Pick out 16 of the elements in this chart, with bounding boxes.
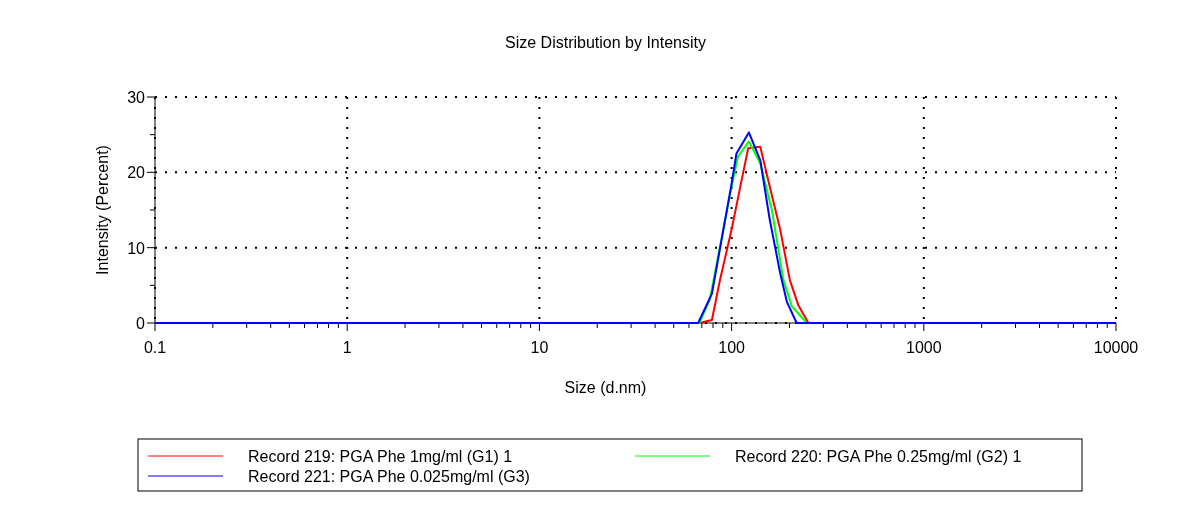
x-tick-label: 10000 [1093, 339, 1139, 356]
legend-label: Record 220: PGA Phe 0.25mg/ml (G2) 1 [735, 448, 1022, 465]
x-tick-label: 100 [718, 339, 746, 356]
x-tick-label: 1000 [906, 339, 942, 356]
legend-label: Record 219: PGA Phe 1mg/ml (G1) 1 [248, 448, 513, 465]
y-tick-label: 0 [136, 315, 146, 332]
chart-title: Size Distribution by Intensity [505, 34, 706, 51]
y-tick-label: 10 [127, 239, 146, 257]
y-axis-title: Intensity (Percent) [94, 145, 111, 275]
y-tick-label: 20 [127, 164, 146, 182]
legend-label: Record 221: PGA Phe 0.025mg/ml (G3) [248, 468, 530, 485]
y-tick-label: 30 [127, 89, 146, 106]
x-axis-title: Size (d.nm) [564, 379, 647, 396]
x-tick-label: 0.1 [143, 339, 167, 356]
x-tick-label: 10 [530, 339, 549, 356]
x-tick-label: 1 [342, 339, 352, 356]
